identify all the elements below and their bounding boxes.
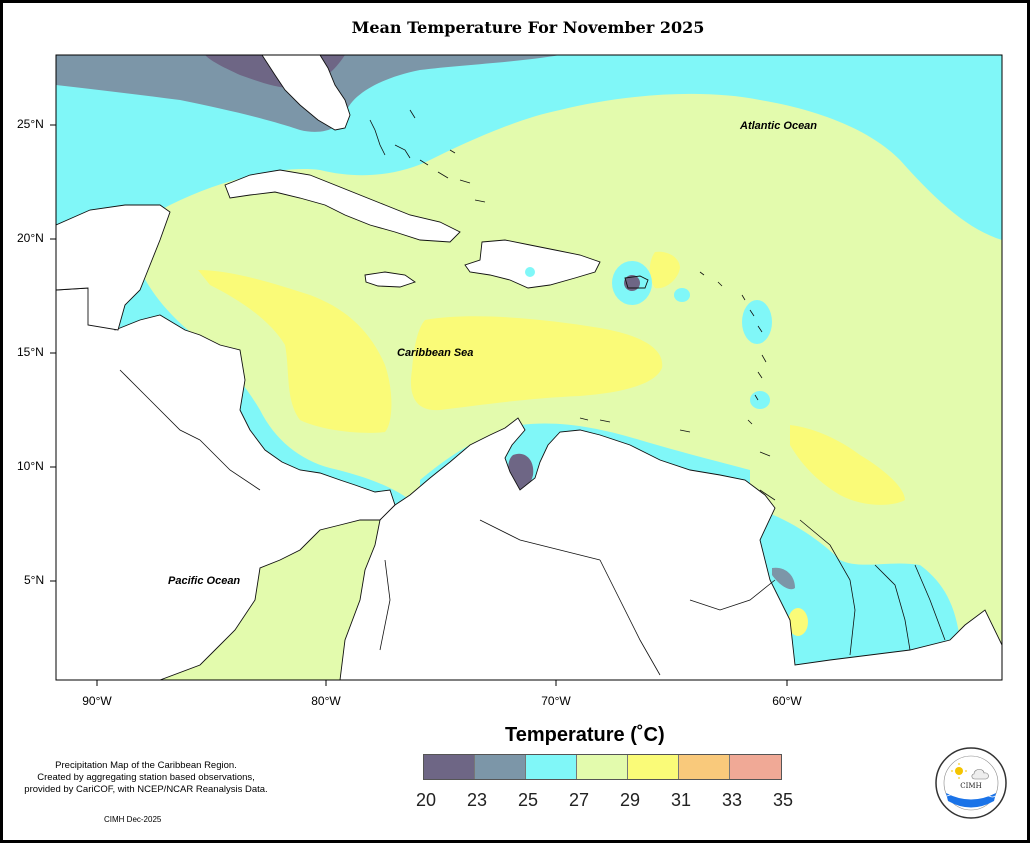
lon-label-70w: 70°W — [541, 694, 571, 708]
zone-29-31-central — [410, 316, 663, 411]
land-yucatan — [56, 204, 171, 331]
land-puerto-rico — [624, 275, 649, 289]
legend-tick-25: 25 — [517, 790, 539, 810]
lon-label-80w: 80°W — [311, 694, 341, 708]
label-pacific-ocean: Pacific Ocean — [168, 575, 241, 587]
legend-title: Temperature (˚C) — [505, 724, 665, 746]
legend-tick-27: 27 — [568, 790, 590, 810]
legend-tick-23: 23 — [466, 790, 488, 810]
zone-25-27-antilles-1 — [742, 300, 772, 344]
legend-swatch-33-35 — [730, 755, 781, 779]
border-lines — [119, 369, 946, 676]
lat-label-10n: 10°N — [17, 459, 44, 473]
zone-25-27-antilles-2 — [750, 391, 770, 409]
lon-label-90w: 90°W — [82, 694, 112, 708]
lat-label-5n: 5°N — [24, 573, 45, 587]
land-florida — [261, 55, 351, 131]
legend-swatch-20-23 — [424, 755, 475, 779]
land-central-america — [56, 287, 396, 680]
credit-text: CIMH Dec-2025 — [104, 815, 162, 824]
zone-29-31-west — [198, 270, 392, 433]
land-jamaica — [364, 271, 416, 288]
map-title: Mean Temperature For November 2025 — [351, 18, 705, 37]
legend-tick-35: 35 — [772, 790, 794, 810]
note-line-3: provided by CariCOF, with NCEP/NCAR Rean… — [24, 784, 268, 795]
zone-23-25-guyana — [772, 567, 795, 590]
label-caribbean-sea: Caribbean Sea — [397, 347, 474, 359]
zone-25-27-antilles-3 — [674, 288, 690, 302]
land-bahamas — [369, 109, 486, 203]
land-cuba — [224, 169, 461, 243]
land-lesser-antilles — [579, 271, 776, 501]
note-line-2: Created by aggregating station based obs… — [37, 772, 255, 783]
logo-text: CIMH — [960, 782, 981, 790]
lat-label-25n: 25°N — [17, 117, 44, 131]
label-atlantic-ocean: Atlantic Ocean — [740, 120, 818, 132]
legend-swatch-27-29 — [577, 755, 628, 779]
legend-tick-31: 31 — [670, 790, 692, 810]
lat-label-20n: 20°N — [17, 231, 44, 245]
legend-swatch-25-27 — [526, 755, 577, 779]
zone-29-31-east — [790, 425, 905, 505]
axis-ticks — [50, 124, 788, 686]
note-line-1: Precipitation Map of the Caribbean Regio… — [55, 760, 237, 771]
land-hispaniola — [464, 239, 601, 289]
zone-29-31-pr — [649, 251, 680, 289]
lat-label-15n: 15°N — [17, 345, 44, 359]
legend-tick-33: 33 — [721, 790, 743, 810]
map-border — [55, 54, 1003, 681]
legend-tick-20: 20 — [415, 790, 437, 810]
zone-25-27-hispaniola — [525, 267, 535, 277]
zone-25-27-guianas — [760, 510, 960, 665]
lon-label-60w: 60°W — [772, 694, 802, 708]
legend-swatch-31-33 — [679, 755, 730, 779]
legend-color-bar — [423, 754, 782, 780]
cimh-logo-icon: CIMH — [935, 747, 1007, 819]
zone-29-31-guyana — [788, 608, 808, 636]
map-note: Precipitation Map of the Caribbean Regio… — [6, 760, 286, 796]
legend-swatch-29-31 — [628, 755, 679, 779]
legend-tick-29: 29 — [619, 790, 641, 810]
legend-swatch-23-25 — [475, 755, 526, 779]
land-south-america — [339, 417, 1002, 680]
